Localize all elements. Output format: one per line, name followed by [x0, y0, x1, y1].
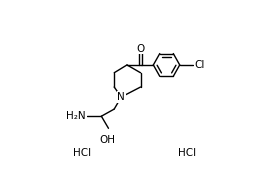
Text: N: N [117, 92, 125, 102]
Text: Cl: Cl [194, 60, 205, 70]
Text: O: O [136, 43, 145, 53]
Text: H₂N: H₂N [66, 111, 86, 121]
Text: OH: OH [100, 135, 116, 145]
Text: HCl: HCl [178, 148, 197, 158]
Text: HCl: HCl [73, 148, 91, 158]
